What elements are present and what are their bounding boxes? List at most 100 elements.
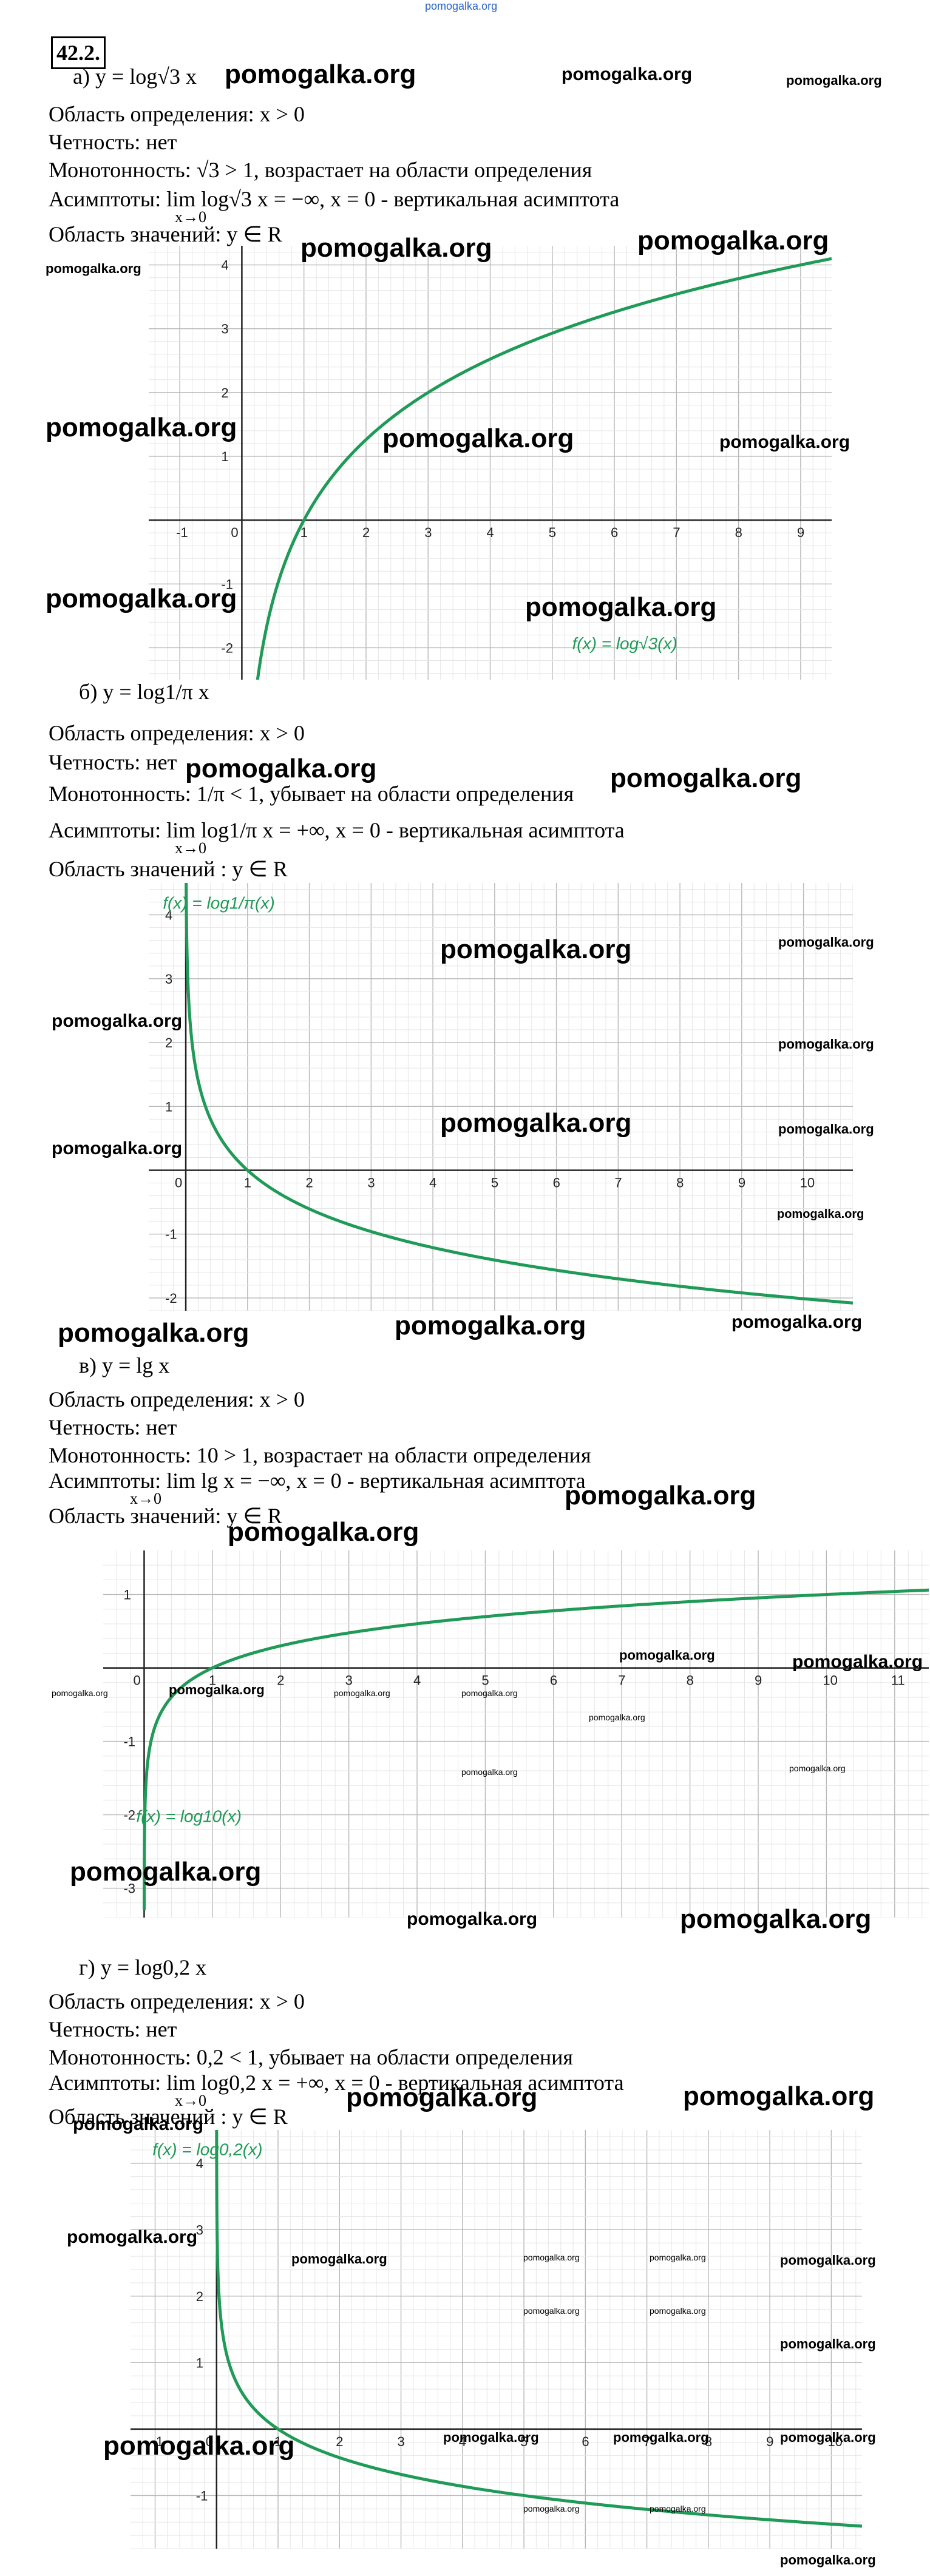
watermark: pomogalka.org	[731, 1312, 863, 1332]
watermark: pomogalka.org	[52, 1011, 183, 1031]
y-tick-label: -1	[165, 1227, 177, 1242]
part-v-domain: Область определения: x > 0	[49, 1387, 305, 1411]
watermark: pomogalka.org	[637, 226, 829, 255]
watermark: pomogalka.org	[443, 2430, 539, 2445]
watermark: pomogalka.org	[780, 2253, 876, 2268]
y-tick-label: -3	[123, 1881, 135, 1896]
x-tick-label: 10	[827, 2434, 842, 2449]
watermark: pomogalka.org	[778, 935, 874, 950]
part-a-function: y = log√3 x	[95, 64, 197, 89]
watermark: pomogalka.org	[46, 261, 141, 276]
x-tick-label: 11	[891, 1673, 905, 1688]
watermark: pomogalka.org	[67, 2227, 198, 2247]
watermark: pomogalka.org	[228, 1517, 419, 1547]
watermark: pomogalka.org	[382, 424, 574, 453]
watermark: pomogalka.org	[792, 1652, 923, 1672]
y-tick-label: -1	[123, 1734, 135, 1749]
x-tick-label: 6	[611, 525, 618, 540]
y-tick-label: 3	[165, 972, 172, 987]
x-tick-label: 7	[673, 525, 680, 540]
y-tick-label: -2	[221, 640, 233, 655]
y-tick-label: -1	[196, 2488, 208, 2503]
watermark: pomogalka.org	[46, 584, 237, 614]
watermark: pomogalka.org	[650, 2306, 706, 2316]
curve	[142, 1588, 929, 1911]
x-tick-label: 8	[676, 1175, 684, 1191]
watermark: pomogalka.org	[786, 73, 882, 88]
part-g-parity: Четность: нет	[49, 2017, 177, 2041]
watermark: pomogalka.org	[523, 2504, 580, 2513]
watermark: pomogalka.org	[300, 233, 492, 263]
curve	[185, 883, 853, 1305]
watermark: pomogalka.org	[525, 592, 717, 622]
part-b-monotonicity: Монотонность: 1/π < 1, убывает на област…	[49, 782, 574, 806]
legend-label: f(x) = log0,2(x)	[152, 2140, 262, 2158]
x-tick-label: 2	[306, 1175, 313, 1191]
x-tick-label: 6	[550, 1673, 557, 1688]
legend-label: f(x) = log10(x)	[136, 1807, 242, 1826]
watermark: pomogalka.org	[334, 1688, 390, 1698]
watermark: pomogalka.org	[778, 1121, 874, 1137]
problem-number: 42.2.	[51, 36, 106, 69]
grid	[149, 246, 832, 680]
watermark: pomogalka.org	[589, 1712, 645, 1722]
watermark: pomogalka.org	[610, 763, 802, 793]
watermark: pomogalka.org	[523, 2306, 580, 2316]
watermark: pomogalka.org	[565, 1481, 756, 1510]
x-tick-label: 1	[274, 2434, 282, 2449]
part-b-heading: б) y = log1/π x	[79, 678, 209, 705]
part-a-monotonicity: Монотонность: √3 > 1, возрастает на обла…	[49, 158, 592, 182]
watermark: pomogalka.org	[650, 2504, 706, 2513]
x-tick-label: 3	[398, 2434, 405, 2449]
y-tick-label: 4	[196, 2156, 203, 2171]
watermark: pomogalka.org	[461, 1688, 518, 1698]
part-v-heading: в) y = lg x	[79, 1352, 169, 1379]
x-tick-label: 2	[336, 2434, 343, 2449]
y-tick-label: 4	[221, 258, 228, 273]
watermark: pomogalka.org	[73, 2114, 204, 2134]
y-tick-label: 1	[123, 1587, 131, 1603]
x-tick-label: 0	[231, 525, 238, 540]
part-a-parity: Четность: нет	[49, 130, 177, 154]
part-b-parity: Четность: нет	[49, 750, 177, 774]
grid	[149, 883, 853, 1311]
top-watermark: pomogalka.org	[425, 0, 498, 12]
watermark: pomogalka.org	[70, 1857, 262, 1887]
watermark: pomogalka.org	[461, 1767, 518, 1777]
x-tick-label: 0	[175, 1175, 182, 1191]
part-g-asymptotes: Асимптоты: lim log0,2 x = +∞, x = 0 - ве…	[49, 2071, 624, 2095]
y-tick-label: 1	[196, 2355, 203, 2370]
x-tick-label: 8	[735, 525, 742, 540]
legend-label: f(x) = log1/π(x)	[163, 893, 274, 912]
x-tick-label: 2	[277, 1673, 284, 1688]
x-tick-label: 7	[614, 1175, 622, 1191]
part-a-label: а)	[73, 64, 90, 89]
x-tick-label: 3	[367, 1175, 375, 1191]
part-g-limit-sub: x→0	[175, 2092, 206, 2109]
x-tick-label: 3	[345, 1673, 353, 1688]
x-tick-label: 7	[643, 2434, 651, 2449]
watermark: pomogalka.org	[169, 1682, 265, 1697]
y-tick-label: 3	[221, 322, 228, 337]
x-tick-label: 3	[424, 525, 432, 540]
part-v-label: в)	[79, 1353, 97, 1378]
x-tick-label: 6	[553, 1175, 560, 1191]
watermark: pomogalka.org	[562, 64, 693, 84]
watermark: pomogalka.org	[52, 1688, 108, 1698]
part-v-monotonicity: Монотонность: 10 > 1, возрастает на обла…	[49, 1443, 591, 1467]
watermark: pomogalka.org	[58, 1318, 249, 1348]
x-tick-label: 0	[133, 1673, 140, 1688]
watermark: pomogalka.org	[777, 1208, 864, 1221]
x-tick-label: 5	[549, 525, 556, 540]
watermark: pomogalka.org	[440, 935, 632, 964]
watermark: pomogalka.org	[225, 59, 416, 89]
part-g-monotonicity: Монотонность: 0,2 < 1, убывает на област…	[49, 2045, 573, 2069]
chart-v: 0 1 2 3 4 5 6 7 8 9 10 11 -3 -2 -1 1 f(x) = log10(x)	[103, 1550, 929, 1918]
part-g-domain: Область определения: x > 0	[49, 1989, 305, 2013]
x-tick-label: 9	[766, 2434, 773, 2449]
grid	[103, 1550, 929, 1918]
part-a-domain: Область определения: x > 0	[49, 102, 305, 126]
x-tick-label: 1	[244, 1175, 251, 1191]
